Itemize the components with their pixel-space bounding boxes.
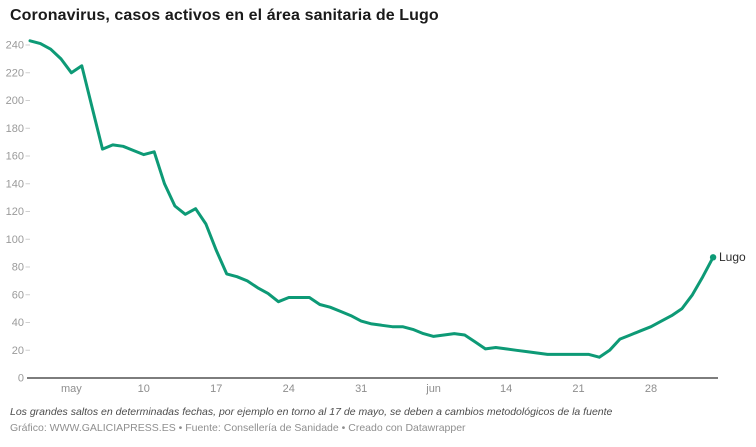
x-axis-label: 10: [138, 383, 150, 395]
chart-title: Coronavirus, casos activos en el área sa…: [10, 7, 439, 24]
line-chart-canvas: 0 20 40 60 80 100 120 140 160 180 200 220 240 may 10 17…: [6, 39, 718, 395]
y-axis-label: 200: [6, 95, 24, 107]
x-axis-label: jun: [425, 383, 441, 395]
x-axis-label: may: [61, 383, 82, 395]
chart-footnote: Los grandes saltos en determinadas fecha…: [10, 406, 613, 418]
lugo-data-line: [28, 39, 715, 359]
x-axis-label: 17: [210, 383, 222, 395]
x-axis-label: 28: [645, 383, 657, 395]
y-axis-label: 100: [6, 234, 24, 246]
y-axis-label: 0: [18, 373, 24, 385]
line-end-dot: [709, 254, 717, 261]
series-label-lugo: Lugo: [719, 250, 746, 264]
chart-byline: Gráfico: WWW.GALICIAPRESS.ES • Fuente: C…: [10, 422, 466, 434]
y-axis-label: 160: [6, 151, 24, 163]
x-axis-label: 24: [283, 383, 295, 395]
x-axis-label: 14: [500, 383, 512, 395]
y-axis-label: 40: [12, 317, 24, 329]
y-axis-label: 220: [6, 67, 24, 79]
y-axis-label: 120: [6, 206, 24, 218]
y-axis-label: 140: [6, 178, 24, 190]
x-axis-label: 21: [572, 383, 584, 395]
y-axis-label: 240: [6, 40, 24, 52]
y-axis-label: 80: [12, 262, 24, 274]
y-axis-label: 20: [12, 345, 24, 357]
y-axis-label: 60: [12, 289, 24, 301]
y-axis-label: 180: [6, 123, 24, 135]
x-axis-label: 31: [355, 383, 367, 395]
